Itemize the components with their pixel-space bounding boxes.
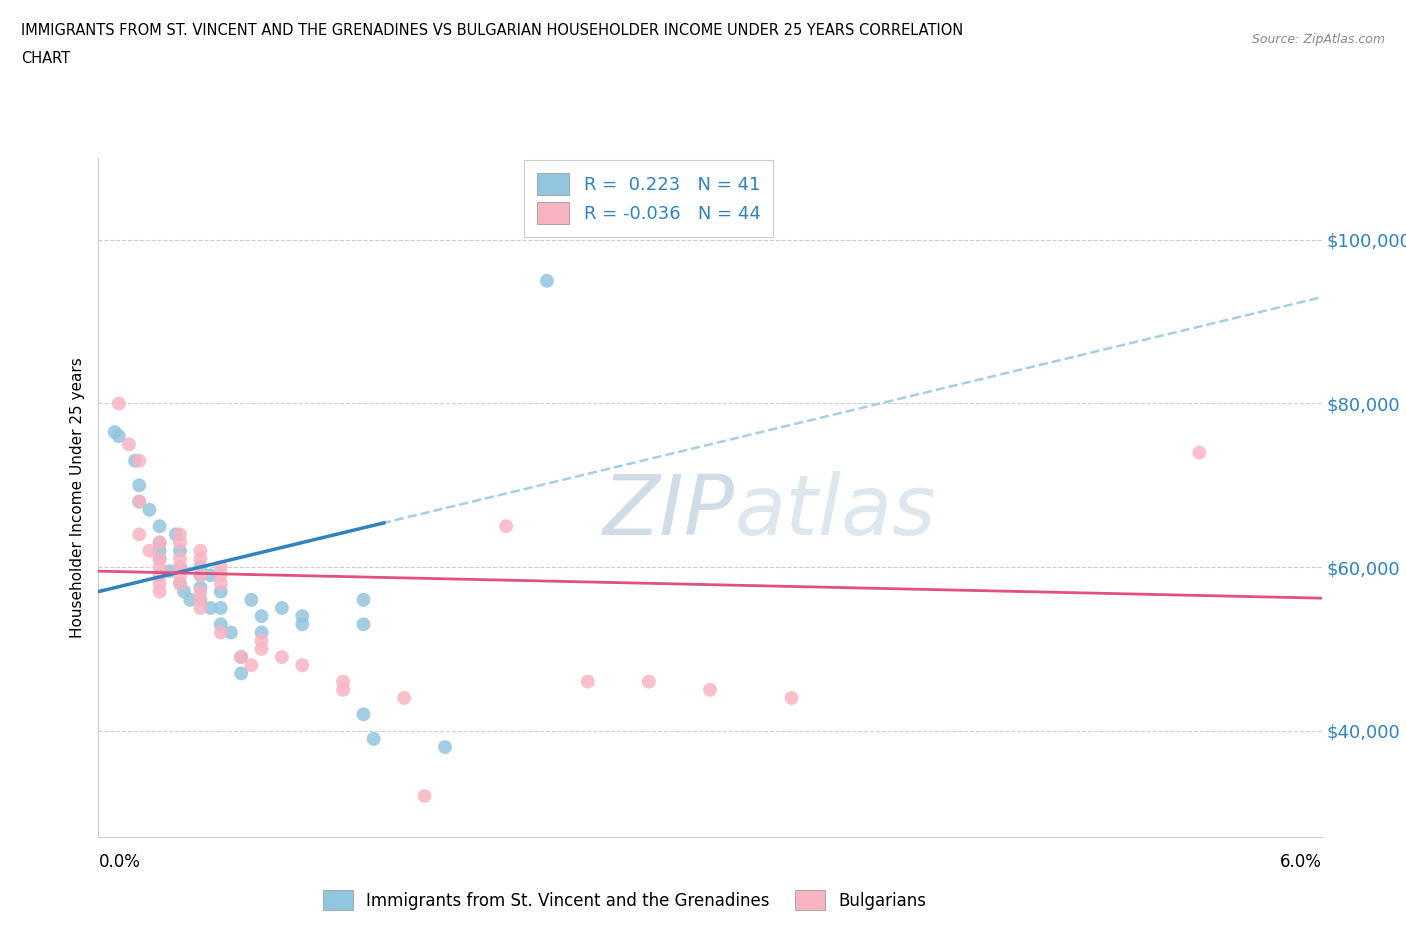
Point	[149, 543, 172, 558]
Point	[169, 560, 191, 575]
Point	[128, 494, 150, 509]
Point	[209, 625, 232, 640]
Point	[188, 592, 212, 607]
Point	[209, 617, 232, 631]
Point	[179, 592, 201, 607]
Point	[495, 519, 517, 534]
Point	[231, 666, 253, 681]
Point	[188, 584, 212, 599]
Point	[209, 576, 232, 591]
Point	[188, 560, 212, 575]
Text: CHART: CHART	[21, 51, 70, 66]
Point	[699, 683, 721, 698]
Point	[291, 658, 314, 672]
Point	[240, 592, 263, 607]
Point	[352, 617, 374, 631]
Point	[149, 576, 172, 591]
Point	[270, 601, 292, 616]
Point	[536, 273, 558, 288]
Point	[250, 609, 273, 624]
Point	[332, 674, 354, 689]
Point	[128, 478, 150, 493]
Point	[128, 453, 150, 468]
Point	[188, 601, 212, 616]
Text: Source: ZipAtlas.com: Source: ZipAtlas.com	[1251, 33, 1385, 46]
Point	[169, 527, 191, 542]
Point	[169, 576, 191, 591]
Point	[138, 502, 160, 517]
Point	[149, 560, 172, 575]
Point	[108, 429, 131, 444]
Point	[209, 568, 232, 583]
Point	[169, 535, 191, 550]
Point	[413, 789, 436, 804]
Point	[780, 690, 803, 705]
Point	[169, 543, 191, 558]
Point	[169, 560, 191, 575]
Text: 6.0%: 6.0%	[1279, 854, 1322, 871]
Text: IMMIGRANTS FROM ST. VINCENT AND THE GRENADINES VS BULGARIAN HOUSEHOLDER INCOME U: IMMIGRANTS FROM ST. VINCENT AND THE GREN…	[21, 23, 963, 38]
Point	[250, 625, 273, 640]
Point	[169, 576, 191, 591]
Point	[128, 527, 150, 542]
Point	[149, 535, 172, 550]
Text: 0.0%: 0.0%	[98, 854, 141, 871]
Point	[165, 527, 187, 542]
Point	[209, 560, 232, 575]
Point	[1188, 445, 1211, 460]
Point	[149, 551, 172, 566]
Point	[363, 731, 385, 746]
Point	[169, 551, 191, 566]
Point	[576, 674, 599, 689]
Point	[188, 592, 212, 607]
Point	[169, 568, 191, 583]
Point	[149, 551, 172, 566]
Point	[219, 625, 242, 640]
Point	[149, 535, 172, 550]
Point	[231, 650, 253, 665]
Point	[637, 674, 661, 689]
Point	[392, 690, 416, 705]
Point	[332, 683, 354, 698]
Point	[433, 739, 456, 754]
Point	[209, 584, 232, 599]
Point	[188, 568, 212, 583]
Point	[188, 568, 212, 583]
Text: atlas: atlas	[734, 471, 936, 551]
Point	[188, 551, 212, 566]
Point	[128, 494, 150, 509]
Point	[149, 519, 172, 534]
Point	[118, 437, 141, 452]
Point	[240, 658, 263, 672]
Point	[200, 568, 222, 583]
Point	[250, 633, 273, 648]
Point	[291, 609, 314, 624]
Point	[104, 425, 127, 440]
Point	[291, 617, 314, 631]
Point	[159, 564, 181, 578]
Y-axis label: Householder Income Under 25 years: Householder Income Under 25 years	[69, 357, 84, 638]
Point	[209, 601, 232, 616]
Point	[108, 396, 131, 411]
Point	[149, 584, 172, 599]
Point	[173, 584, 195, 599]
Point	[149, 568, 172, 583]
Point	[352, 592, 374, 607]
Point	[124, 453, 146, 468]
Point	[231, 650, 253, 665]
Legend: Immigrants from St. Vincent and the Grenadines, Bulgarians: Immigrants from St. Vincent and the Gren…	[316, 884, 932, 917]
Point	[200, 601, 222, 616]
Point	[188, 543, 212, 558]
Point	[138, 543, 160, 558]
Point	[352, 707, 374, 722]
Point	[270, 650, 292, 665]
Point	[188, 580, 212, 595]
Point	[250, 642, 273, 657]
Text: ZIP: ZIP	[603, 471, 734, 551]
